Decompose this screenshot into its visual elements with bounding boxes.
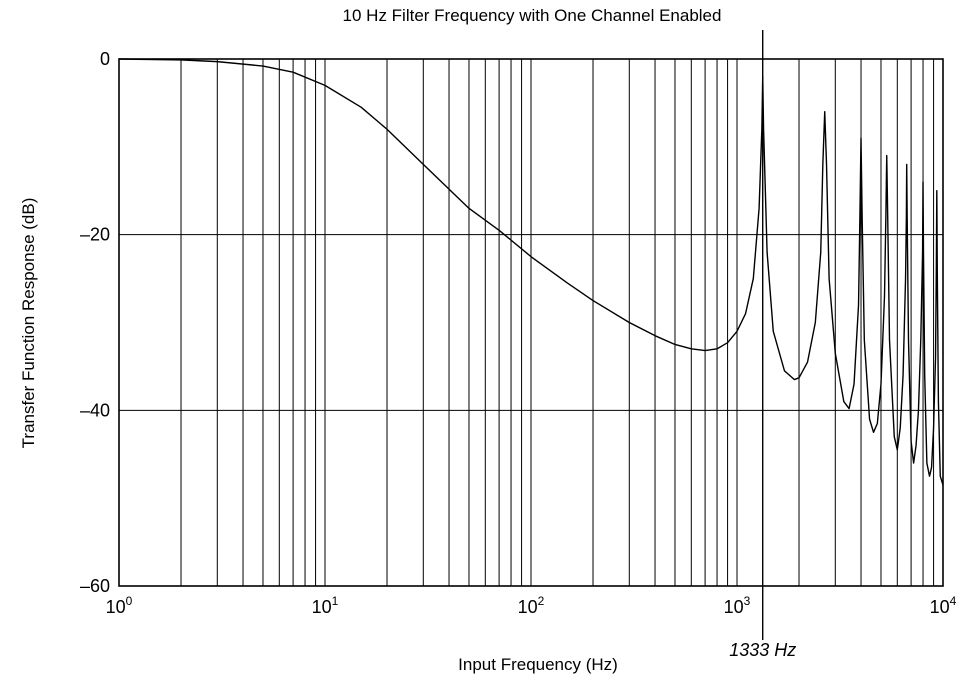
y-tick-labels: 0 –20 –40 –60 xyxy=(80,49,110,596)
x-tick-exponent: 0 xyxy=(126,594,133,608)
x-tick-label: 102 xyxy=(518,594,545,617)
y-axis-label: Transfer Function Response (dB) xyxy=(19,198,38,449)
x-tick-exponent: 3 xyxy=(744,594,751,608)
x-tick-labels: 100 101 102 103 104 xyxy=(106,594,957,617)
x-tick-exponent: 4 xyxy=(950,594,957,608)
chart-title: 10 Hz Filter Frequency with One Channel … xyxy=(343,6,722,25)
x-tick-exponent: 1 xyxy=(332,594,339,608)
y-tick-label: 0 xyxy=(100,49,110,69)
x-tick-label: 100 xyxy=(106,594,133,617)
x-tick-label: 101 xyxy=(312,594,339,617)
x-axis-label: Input Frequency (Hz) xyxy=(458,655,618,674)
plot-frame xyxy=(118,58,944,587)
y-tick-label: –60 xyxy=(80,576,110,596)
x-tick-base: 10 xyxy=(312,597,332,617)
x-tick-label: 103 xyxy=(724,594,751,617)
x-tick-base: 10 xyxy=(724,597,744,617)
x-tick-base: 10 xyxy=(106,597,126,617)
annotations: 1333 Hz xyxy=(729,30,796,660)
x-tick-base: 10 xyxy=(930,597,950,617)
x-tick-base: 10 xyxy=(518,597,538,617)
y-tick-label: –40 xyxy=(80,400,110,420)
x-tick-exponent: 2 xyxy=(538,594,545,608)
y-tick-label: –20 xyxy=(80,225,110,245)
response-line xyxy=(118,58,944,486)
grid xyxy=(119,59,943,586)
x-tick-label: 104 xyxy=(930,594,957,617)
annotation-label: 1333 Hz xyxy=(729,640,796,660)
